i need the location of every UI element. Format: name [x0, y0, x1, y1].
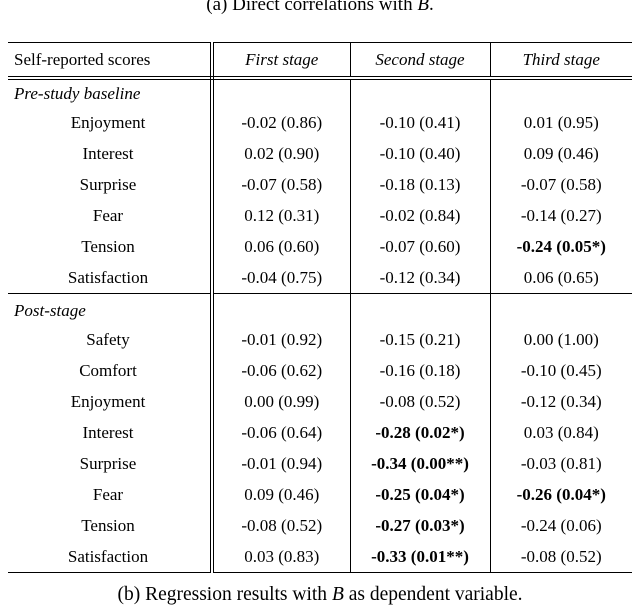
value-cell: -0.07 (0.60): [350, 231, 491, 262]
value-cell: -0.24 (0.06): [520, 516, 602, 535]
section-title-row: Post-stage: [8, 293, 632, 324]
table-row: Interest 0.02 (0.90) -0.10 (0.40) 0.09 (0.4…: [8, 138, 632, 169]
table-row: Comfort -0.06 (0.62) -0.16 (0.18) -0.10 (0.…: [8, 355, 632, 386]
column-header-second-stage: Second stage: [350, 42, 491, 80]
value-cell: 0.01 (0.95): [523, 113, 599, 132]
value-cell: 0.00 (1.00): [523, 330, 599, 349]
row-label: Interest: [8, 417, 214, 448]
value-cell: -0.25 (0.04*): [350, 479, 491, 510]
value-cell: -0.03 (0.81): [520, 454, 602, 473]
value-cell: -0.12 (0.34): [520, 392, 602, 411]
value-cell: -0.01 (0.94): [212, 448, 351, 479]
value-cell: -0.14 (0.27): [520, 206, 602, 225]
value-cell: -0.27 (0.03*): [350, 510, 491, 541]
value-cell: -0.04 (0.75): [212, 262, 351, 294]
row-label: Surprise: [8, 448, 214, 479]
value-cell: -0.02 (0.84): [350, 200, 491, 231]
value-cell: 0.12 (0.31): [212, 200, 351, 231]
value-cell: -0.16 (0.18): [350, 355, 491, 386]
table-header-row: Self-reported scores First stage Second …: [8, 42, 632, 80]
subfigure-caption-b: (b) Regression results with B as depende…: [8, 583, 632, 607]
section-title-row: Pre-study baseline: [8, 78, 632, 107]
caption-b-suffix: as dependent variable.: [343, 584, 523, 605]
value-cell: -0.24 (0.05*): [516, 237, 606, 256]
value-cell: -0.34 (0.00**): [350, 448, 491, 479]
row-label: Fear: [8, 479, 214, 510]
value-cell: 0.06 (0.65): [523, 268, 599, 287]
value-cell: -0.02 (0.86): [212, 107, 351, 138]
table-row: Interest -0.06 (0.64) -0.28 (0.02*) 0.03 (0…: [8, 417, 632, 448]
paper-table-figure: (a) Direct correlations with B. Self-rep…: [8, 0, 632, 607]
value-cell: -0.18 (0.13): [350, 169, 491, 200]
subfigure-caption-a: (a) Direct correlations with B.: [8, 0, 632, 17]
table-row: Fear 0.09 (0.46) -0.25 (0.04*) -0.26 (0.04*…: [8, 479, 632, 510]
value-cell: -0.10 (0.40): [350, 138, 491, 169]
value-cell: -0.15 (0.21): [350, 324, 491, 355]
row-label: Satisfaction: [8, 262, 214, 294]
column-header-scores: Self-reported scores: [8, 42, 214, 80]
value-cell: -0.08 (0.52): [350, 386, 491, 417]
value-cell: -0.07 (0.58): [212, 169, 351, 200]
value-cell: 0.03 (0.84): [523, 423, 599, 442]
value-cell: -0.08 (0.52): [212, 510, 351, 541]
value-cell: -0.08 (0.52): [520, 547, 602, 566]
row-label: Satisfaction: [8, 541, 214, 573]
column-header-first-stage: First stage: [212, 42, 351, 80]
row-label: Tension: [8, 231, 214, 262]
caption-a-period: .: [428, 0, 434, 15]
value-cell: -0.10 (0.45): [520, 361, 602, 380]
value-cell: -0.01 (0.92): [212, 324, 351, 355]
row-label: Enjoyment: [8, 107, 214, 138]
value-cell: -0.33 (0.01**): [350, 541, 491, 573]
value-cell: 0.09 (0.46): [212, 479, 351, 510]
caption-a-math-symbol: B: [417, 0, 429, 15]
value-cell: -0.06 (0.62): [212, 355, 351, 386]
caption-b-text: (b) Regression results with: [117, 584, 332, 605]
value-cell: -0.26 (0.04*): [516, 485, 606, 504]
value-cell: 0.00 (0.99): [212, 386, 351, 417]
table-row: Tension -0.08 (0.52) -0.27 (0.03*) -0.24 (0…: [8, 510, 632, 541]
row-label: Interest: [8, 138, 214, 169]
value-cell: -0.06 (0.64): [212, 417, 351, 448]
value-cell: -0.28 (0.02*): [350, 417, 491, 448]
value-cell: 0.03 (0.83): [212, 541, 351, 573]
table-row: Tension 0.06 (0.60) -0.07 (0.60) -0.24 (0.0…: [8, 231, 632, 262]
section-title: Post-stage: [8, 293, 214, 324]
value-cell: -0.12 (0.34): [350, 262, 491, 294]
empty-cell: [350, 78, 491, 107]
value-cell: 0.02 (0.90): [212, 138, 351, 169]
caption-b-math-symbol: B: [331, 584, 344, 605]
table-row: Surprise -0.07 (0.58) -0.18 (0.13) -0.07 (0…: [8, 169, 632, 200]
value-cell: 0.09 (0.46): [523, 144, 599, 163]
table-row: Enjoyment -0.02 (0.86) -0.10 (0.41) 0.01 (0…: [8, 107, 632, 138]
value-cell: 0.06 (0.60): [212, 231, 351, 262]
row-label: Safety: [8, 324, 214, 355]
row-label: Tension: [8, 510, 214, 541]
table-row: Enjoyment 0.00 (0.99) -0.08 (0.52) -0.12 (0…: [8, 386, 632, 417]
table-row: Safety -0.01 (0.92) -0.15 (0.21) 0.00 (1.00…: [8, 324, 632, 355]
table-row: Satisfaction -0.04 (0.75) -0.12 (0.34) 0.06…: [8, 262, 632, 294]
empty-cell: [490, 78, 632, 107]
correlations-table: Self-reported scores First stage Second …: [8, 42, 632, 573]
row-label: Fear: [8, 200, 214, 231]
row-label: Comfort: [8, 355, 214, 386]
value-cell: -0.07 (0.58): [520, 175, 602, 194]
empty-cell: [212, 293, 351, 324]
row-label: Enjoyment: [8, 386, 214, 417]
empty-cell: [350, 293, 491, 324]
empty-cell: [490, 293, 632, 324]
column-header-third-stage: Third stage: [490, 42, 632, 80]
caption-a-text: (a) Direct correlations with: [206, 0, 418, 15]
section-title: Pre-study baseline: [8, 78, 214, 107]
empty-cell: [212, 78, 351, 107]
table-row: Surprise -0.01 (0.94) -0.34 (0.00**) -0.03 …: [8, 448, 632, 479]
value-cell: -0.10 (0.41): [350, 107, 491, 138]
table-row: Satisfaction 0.03 (0.83) -0.33 (0.01**) -0.…: [8, 541, 632, 573]
row-label: Surprise: [8, 169, 214, 200]
table-row: Fear 0.12 (0.31) -0.02 (0.84) -0.14 (0.27): [8, 200, 632, 231]
